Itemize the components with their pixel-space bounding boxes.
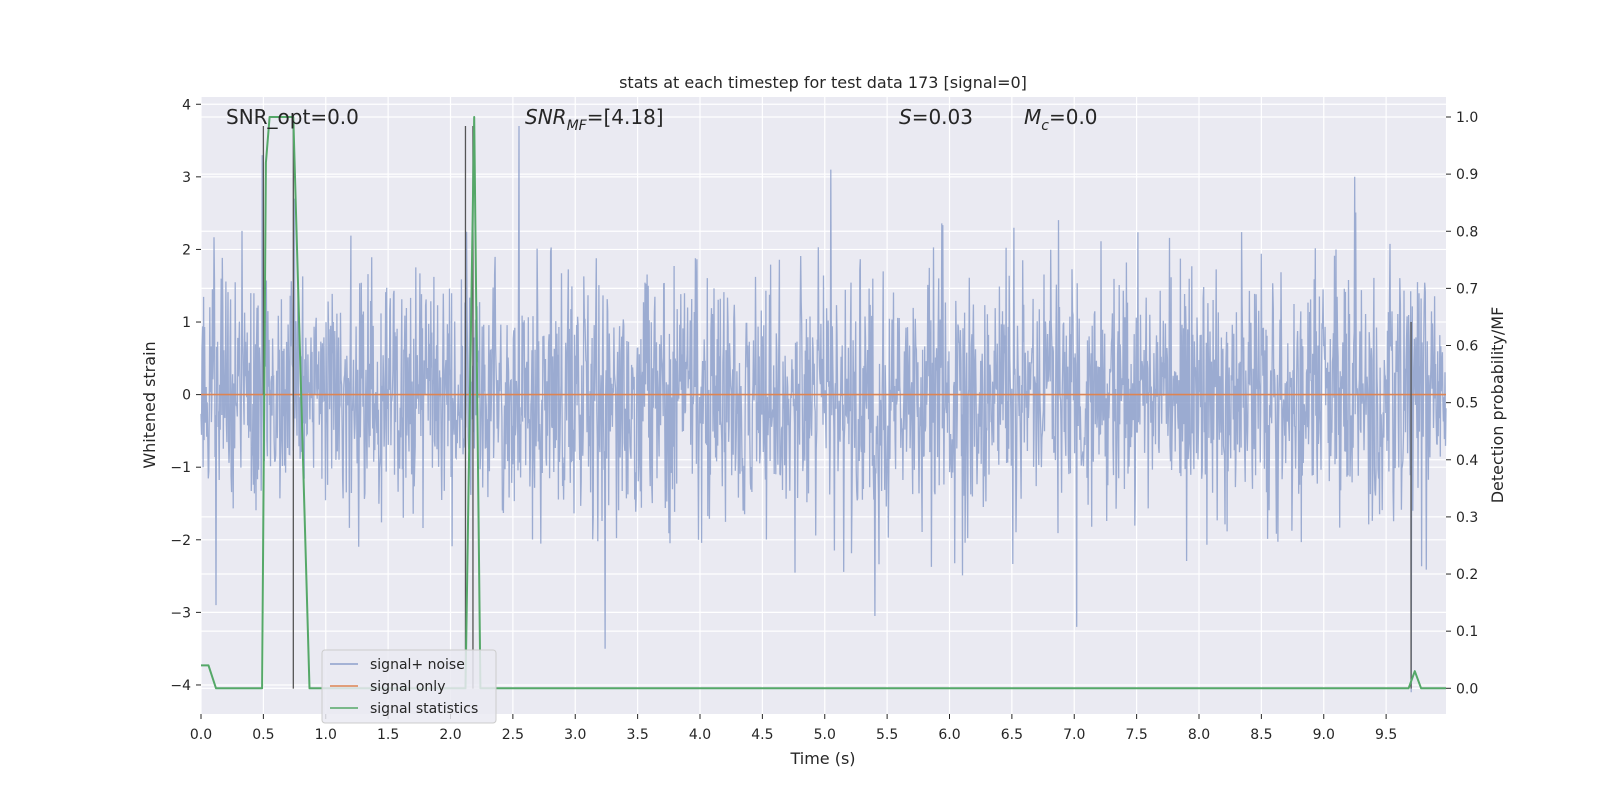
x-tick-label: 3.0 <box>564 727 586 743</box>
annotation-s: S=0.03 <box>899 105 973 129</box>
y2-axis-label: Detection probability/MF <box>1488 307 1507 504</box>
x-tick-label: 1.0 <box>315 727 337 743</box>
x-tick-label: 1.5 <box>377 727 399 743</box>
x-tick-label: 7.0 <box>1063 727 1085 743</box>
legend: signal+ noise signal only signal statist… <box>321 649 497 724</box>
x-tick-label: 2.5 <box>502 727 524 743</box>
series-line-signal-statistics <box>201 116 1446 690</box>
legend-label-signal-statistics: signal statistics <box>370 701 478 717</box>
annotation-snr-mf-value: =[4.18] <box>587 105 664 129</box>
x-tick-labels: 0.0 0.5 1.0 1.5 2.0 2.5 3.0 3.5 4.0 4.5 5.0 5.5 6.0 6… <box>190 714 1397 743</box>
x-tick-label: 5.0 <box>814 727 836 743</box>
y-tick-label: 2 <box>182 242 191 258</box>
y-tick-label: −2 <box>170 533 191 549</box>
annotation-mc-value: =0.0 <box>1049 105 1098 129</box>
x-tick-label: 6.5 <box>1001 727 1023 743</box>
series-line-signal-noise <box>200 125 1447 693</box>
annotation-mc: Mc=0.0 <box>1024 105 1098 134</box>
x-tick-label: 3.5 <box>626 727 648 743</box>
y-tick-label: −3 <box>170 605 191 621</box>
y2-tick-label: 0.2 <box>1456 567 1478 583</box>
legend-label-signal-only: signal only <box>370 679 445 695</box>
legend-label-signal-noise: signal+ noise <box>370 657 465 673</box>
annotation-snr-opt: SNR_opt=0.0 <box>226 105 359 129</box>
x-tick-label: 0.0 <box>190 727 212 743</box>
legend-box <box>321 649 497 724</box>
y2-tick-label: 0.8 <box>1456 224 1478 240</box>
x-tick-label: 5.5 <box>876 727 898 743</box>
x-tick-label: 4.5 <box>751 727 773 743</box>
annotation-snr-mf: SNRMF=[4.18] <box>525 105 664 134</box>
y2-tick-label: 0.6 <box>1456 339 1478 355</box>
y-tick-labels: 4 3 2 1 0 −1 −2 −3 −4 <box>170 97 201 694</box>
y2-tick-label: 0.9 <box>1456 167 1478 183</box>
y2-tick-label: 0.1 <box>1456 624 1478 640</box>
y2-tick-label: 0.5 <box>1456 396 1478 412</box>
chart-title: stats at each timestep for test data 173… <box>619 73 1027 92</box>
annotation-snr-mf-label: SNR <box>525 105 567 129</box>
y2-tick-label: 0.0 <box>1456 681 1478 697</box>
y2-tick-label: 0.4 <box>1456 453 1478 469</box>
x-tick-label: 8.5 <box>1250 727 1272 743</box>
y2-tick-label: 1.0 <box>1456 110 1478 126</box>
x-tick-label: 9.5 <box>1375 727 1397 743</box>
signal-statistics-series <box>201 116 1446 690</box>
y-tick-label: −1 <box>170 460 191 476</box>
x-tick-label: 9.0 <box>1313 727 1335 743</box>
x-tick-label: 0.5 <box>252 727 274 743</box>
x-tick-label: 7.5 <box>1125 727 1147 743</box>
y2-tick-label: 0.7 <box>1456 281 1478 297</box>
x-tick-label: 6.0 <box>938 727 960 743</box>
x-tick-label: 8.0 <box>1188 727 1210 743</box>
y2-tick-labels: 1.0 0.9 0.8 0.7 0.6 0.5 0.4 0.3 0.2 0.1 0.0 <box>1446 110 1478 697</box>
x-tick-label: 4.0 <box>689 727 711 743</box>
y-tick-label: 4 <box>182 97 191 113</box>
x-axis-label: Time (s) <box>789 749 855 768</box>
x-tick-label: 2.0 <box>439 727 461 743</box>
y-axis-label: Whitened strain <box>140 341 159 468</box>
y-tick-label: 1 <box>182 315 191 331</box>
y-tick-label: 0 <box>182 388 191 404</box>
annotation-mc-label: M <box>1024 105 1041 129</box>
y2-tick-label: 0.3 <box>1456 510 1478 526</box>
annotation-s-value: =0.03 <box>912 105 973 129</box>
annotation-mc-sub: c <box>1041 118 1049 134</box>
signal-noise-series <box>200 125 1447 693</box>
annotation-s-label: S <box>899 105 912 129</box>
y-tick-label: 3 <box>182 170 191 186</box>
annotation-snr-mf-sub: MF <box>567 118 588 134</box>
y-tick-label: −4 <box>170 678 191 694</box>
